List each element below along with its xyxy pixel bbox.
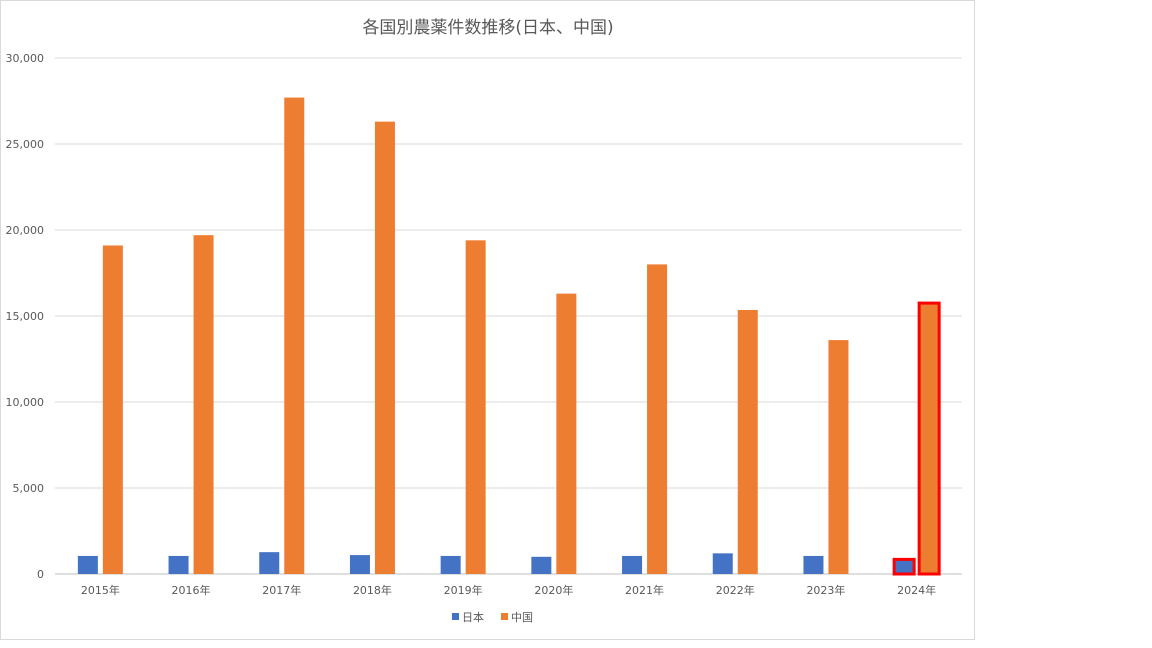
bar-china-2020年	[556, 293, 577, 574]
bar-japan-2024年	[892, 557, 916, 576]
legend-swatch	[452, 613, 459, 620]
bar-china-2021年	[647, 264, 668, 574]
bar-japan-2020年	[531, 556, 552, 574]
x-tick-label: 2021年	[625, 583, 664, 597]
bar-japan-2017年	[259, 552, 280, 574]
x-tick-label: 2019年	[444, 583, 483, 597]
chart-frame	[0, 0, 975, 640]
bar-japan-2023年	[803, 555, 824, 574]
bar-china-2019年	[465, 240, 486, 574]
legend: 日本 中国	[452, 610, 533, 624]
bar-china-2017年	[284, 97, 305, 574]
bar-japan-2019年	[440, 555, 461, 574]
x-tick-label: 2015年	[81, 583, 120, 597]
bar-japan-2021年	[622, 555, 643, 574]
legend-swatch	[501, 613, 508, 620]
y-tick-label: 15,000	[6, 310, 45, 323]
bar-china-2015年	[102, 245, 123, 575]
x-axis: 2015年 2016年 2017年 2018年 2019年 2020年 2021年 2022年…	[81, 583, 936, 597]
bar-china-2023年	[828, 340, 849, 574]
bar-japan-2022年	[712, 553, 733, 574]
x-tick-label: 2024年	[897, 583, 936, 597]
y-axis: 0 5,000 10,000 15,000 20,000 25,000 30,000	[6, 52, 45, 581]
bar-china-2016年	[193, 235, 214, 574]
bars	[77, 97, 941, 576]
x-tick-label: 2017年	[262, 583, 301, 597]
x-tick-label: 2023年	[806, 583, 845, 597]
bar-japan-2016年	[168, 555, 189, 574]
x-tick-label: 2022年	[716, 583, 755, 597]
x-tick-label: 2018年	[353, 583, 392, 597]
x-tick-label: 2020年	[534, 583, 573, 597]
y-tick-label: 30,000	[6, 52, 45, 65]
y-tick-label: 5,000	[13, 482, 45, 495]
legend-label: 中国	[511, 611, 533, 624]
bar-china-2022年	[737, 309, 758, 574]
y-tick-label: 0	[37, 568, 44, 581]
chart-title: 各国別農薬件数推移(日本、中国)	[362, 18, 613, 38]
y-tick-label: 20,000	[6, 224, 45, 237]
gridlines	[55, 57, 962, 575]
bar-japan-2018年	[349, 555, 370, 574]
legend-label: 日本	[462, 610, 484, 624]
y-tick-label: 10,000	[6, 396, 45, 409]
bar-china-2024年	[917, 301, 941, 576]
bar-japan-2015年	[77, 555, 98, 574]
bar-china-2018年	[374, 121, 395, 574]
y-tick-label: 25,000	[6, 138, 45, 151]
x-tick-label: 2016年	[172, 583, 211, 597]
